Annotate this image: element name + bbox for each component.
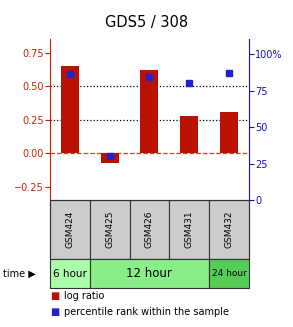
Text: ■: ■ (50, 291, 59, 301)
Text: GSM431: GSM431 (185, 211, 194, 249)
Text: ■: ■ (50, 307, 59, 318)
Text: GSM432: GSM432 (225, 211, 234, 249)
Bar (90, 259, 209, 288)
Text: GSM425: GSM425 (105, 211, 114, 249)
Bar (130, 200, 169, 259)
Bar (169, 200, 209, 259)
Bar (100, 153, 119, 163)
Text: GSM426: GSM426 (145, 211, 154, 249)
Bar (50, 259, 90, 288)
Text: 12 hour: 12 hour (127, 267, 172, 280)
Text: percentile rank within the sample: percentile rank within the sample (64, 307, 229, 318)
Text: time ▶: time ▶ (3, 268, 36, 279)
Bar (90, 200, 130, 259)
Text: log ratio: log ratio (64, 291, 105, 301)
Bar (61, 66, 79, 153)
Text: GDS5 / 308: GDS5 / 308 (105, 15, 188, 30)
Bar (140, 70, 159, 153)
Bar (209, 259, 249, 288)
Text: GSM424: GSM424 (65, 211, 74, 248)
Bar (209, 200, 249, 259)
Text: 24 hour: 24 hour (212, 269, 247, 278)
Bar (220, 112, 238, 153)
Bar (180, 116, 198, 153)
Text: 6 hour: 6 hour (53, 268, 87, 279)
Bar (50, 200, 90, 259)
